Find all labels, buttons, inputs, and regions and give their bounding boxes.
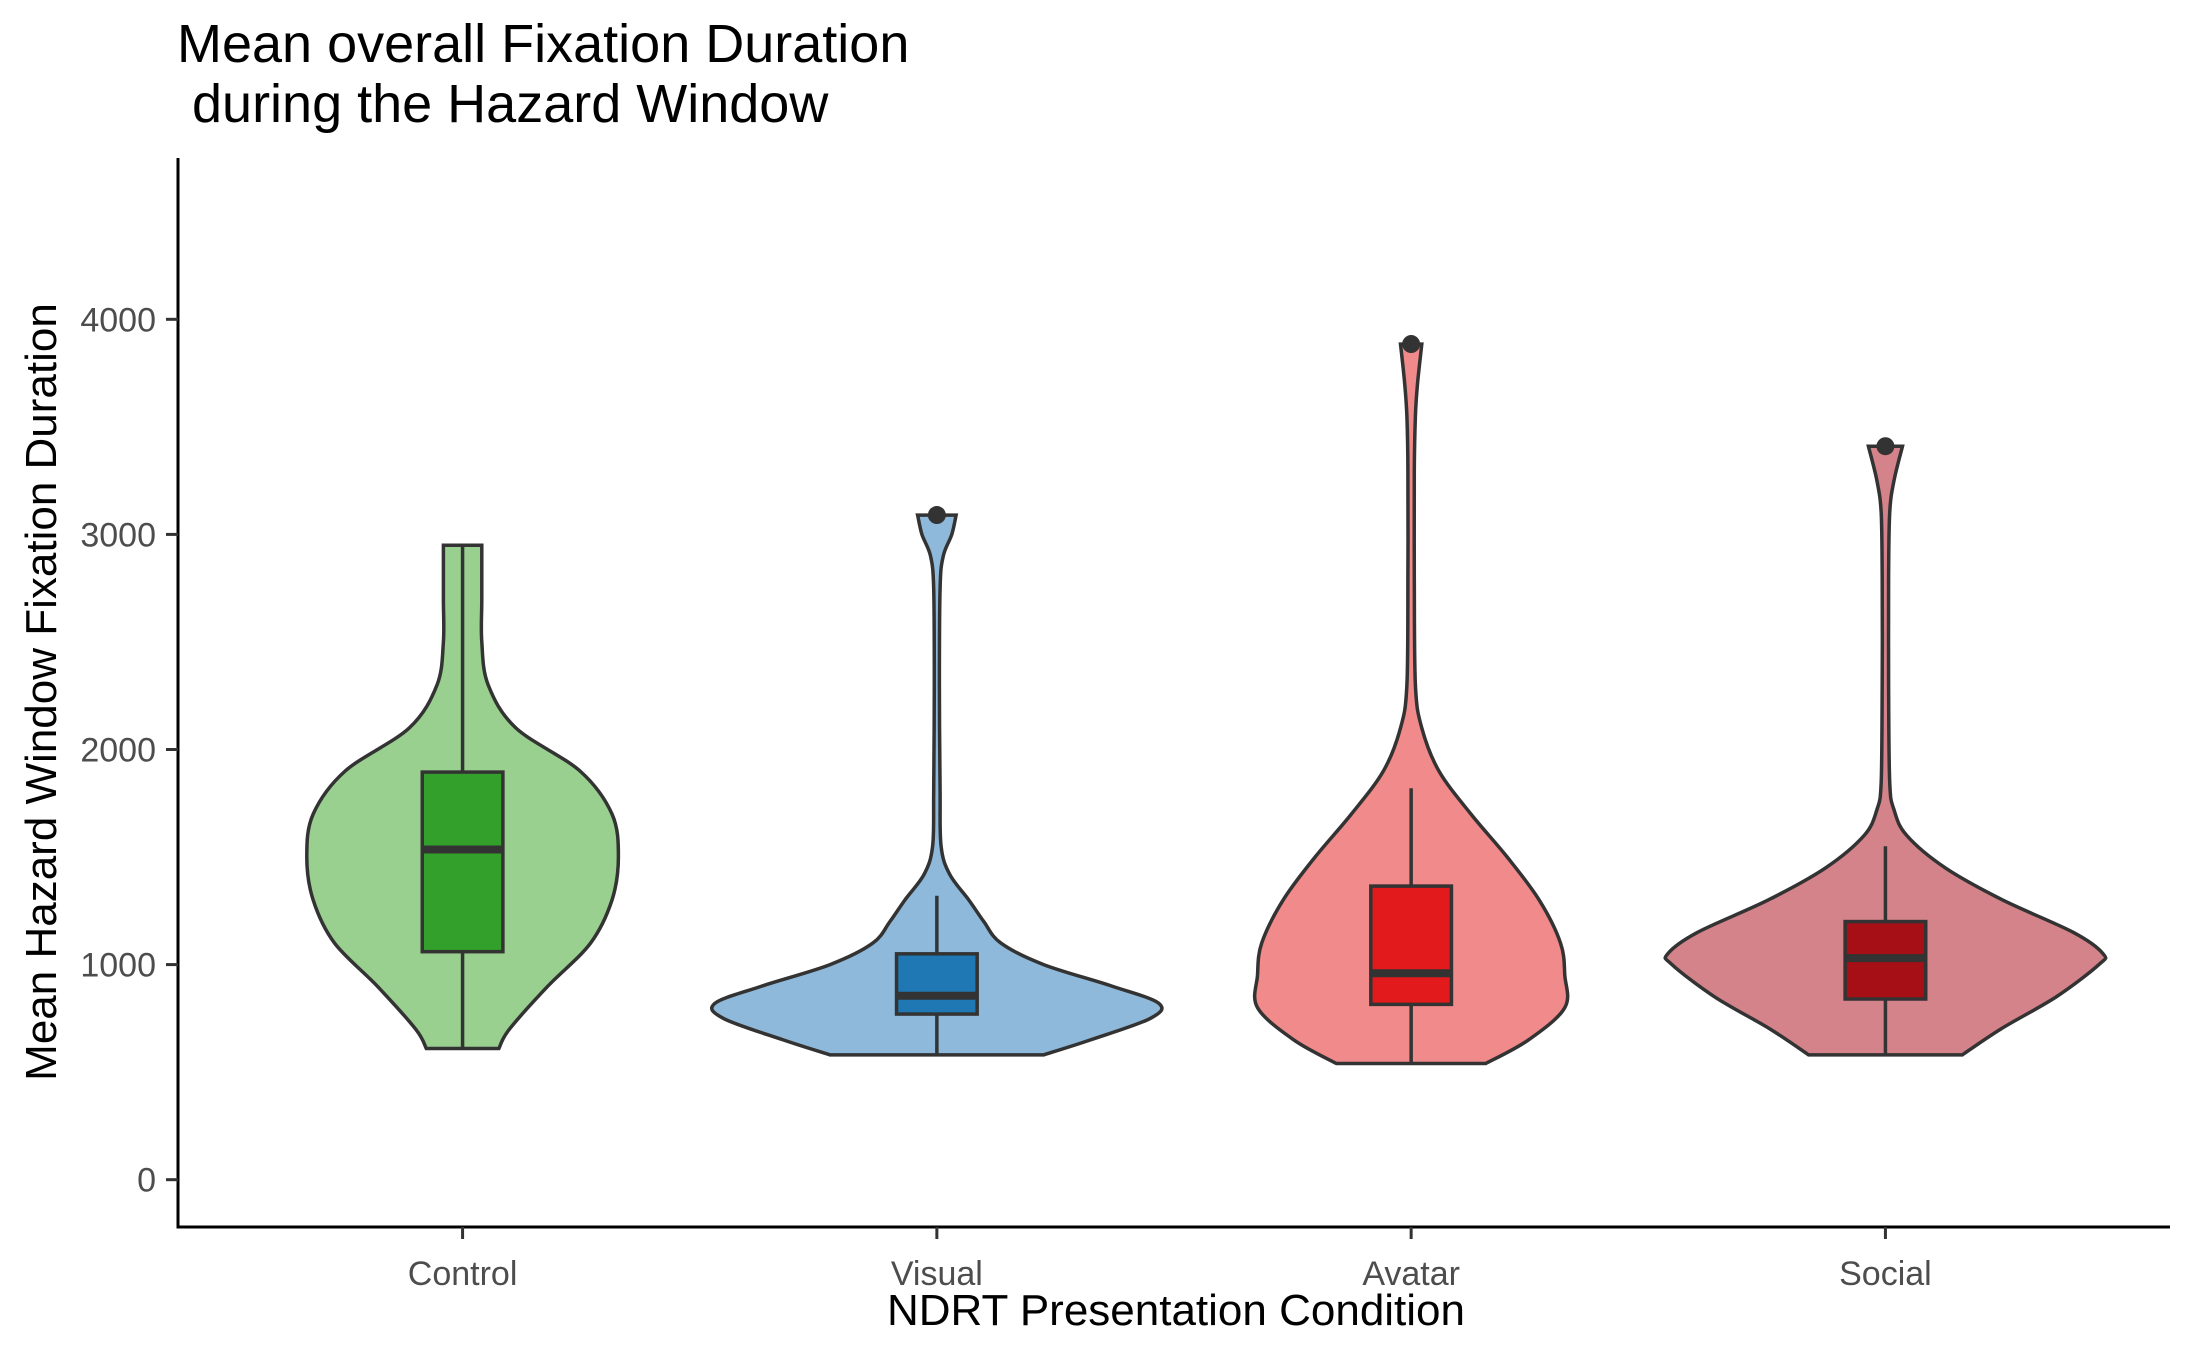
y-tick-label: 1000 — [80, 947, 156, 985]
violin-avatar — [1252, 342, 1570, 1066]
y-tick-label: 0 — [137, 1162, 156, 1200]
outlier-point — [927, 506, 946, 525]
plot-area — [305, 335, 2108, 1066]
chart-title-line-2: during the Hazard Window — [177, 74, 829, 134]
outlier-point — [1402, 335, 1421, 354]
violin-group-avatar — [1252, 335, 1570, 1066]
y-tick-label: 4000 — [80, 301, 156, 339]
axes — [176, 158, 2170, 1229]
y-tick-label: 3000 — [80, 516, 156, 554]
violin-group-control — [305, 543, 621, 1051]
violin-group-social — [1663, 437, 2108, 1057]
box-visual — [894, 952, 979, 1016]
violin-social — [1663, 444, 2108, 1057]
x-axis-ticks: Control Visual Avatar Social — [408, 1227, 1932, 1293]
y-axis-title: Mean Hazard Window Fixation Duration — [17, 303, 66, 1081]
chart-title-line-1: Mean overall Fixation Duration — [177, 14, 909, 74]
violin-visual — [710, 513, 1164, 1057]
y-axis-ticks: 0 1000 2000 3000 4000 — [80, 301, 178, 1200]
chart-title: Mean overall Fixation Duration during th… — [177, 14, 909, 134]
box-avatar — [1369, 884, 1454, 1007]
x-tick-label: Visual — [891, 1255, 983, 1293]
violin-group-visual — [710, 506, 1164, 1057]
x-tick-label: Avatar — [1362, 1255, 1460, 1293]
outlier-point — [1876, 437, 1895, 456]
x-axis-title: NDRT Presentation Condition — [887, 1286, 1465, 1335]
x-tick-label: Social — [1839, 1255, 1932, 1293]
x-tick-label: Control — [408, 1255, 518, 1293]
box-control — [420, 770, 505, 954]
y-tick-label: 2000 — [80, 731, 156, 769]
